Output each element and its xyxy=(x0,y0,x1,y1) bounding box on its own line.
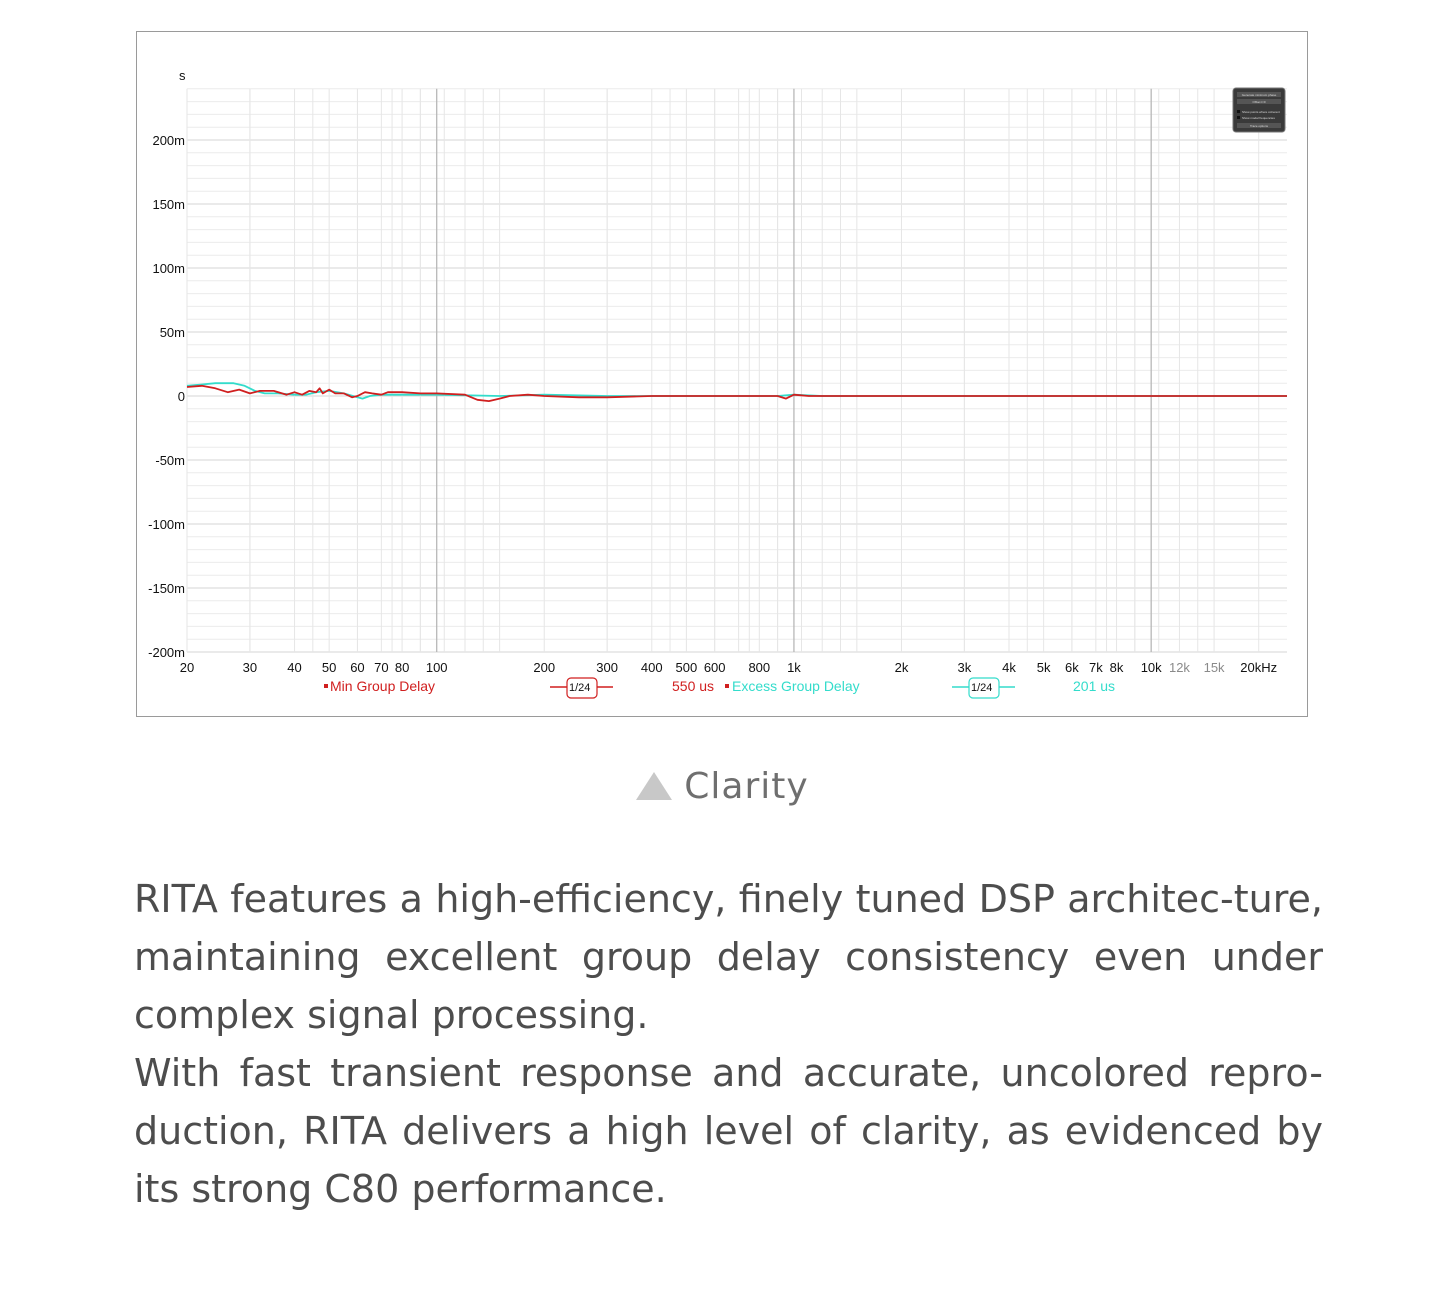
smoothing-label-excess: 1/24 xyxy=(971,682,992,694)
x-tick-label: 7k xyxy=(1089,660,1103,675)
legend-label-min-group-delay[interactable]: Min Group Delay xyxy=(330,678,435,694)
panel-checkbox-coherent[interactable] xyxy=(1237,110,1240,113)
smoothing-label-min: 1/24 xyxy=(569,682,590,694)
description-paragraph-1: RITA features a high-efficiency, finely … xyxy=(134,877,1323,1037)
x-axis-ticks: 20 30 40 50 60 70 80 100 200 300 400 500 600 800 1k 2k 3… xyxy=(180,660,1277,675)
panel-label-0: Generate minimum phase xyxy=(1242,93,1277,97)
legend-value-excess-group-delay: 201 us xyxy=(1073,678,1115,694)
trace-options-panel[interactable]: Generate minimum phase Offset t=0 Show p… xyxy=(1232,87,1286,133)
y-tick-label: 200m xyxy=(152,133,185,148)
legend-swatch-min-group-delay xyxy=(324,684,328,688)
x-tick-label: 12k xyxy=(1169,660,1190,675)
x-tick-label: 500 xyxy=(676,660,698,675)
series-line-min-group-delay xyxy=(186,384,1287,402)
x-tick-label: 15k xyxy=(1204,660,1225,675)
panel-button-generate-minimum-phase[interactable] xyxy=(1237,92,1281,97)
x-tick-label: 30 xyxy=(243,660,257,675)
y-axis-ticks: 200m 150m 100m 50m 0 -50m -100m -150m -200m xyxy=(148,133,185,660)
legend-swatch-excess-group-delay xyxy=(725,684,729,688)
x-tick-label: 20 xyxy=(180,660,194,675)
y-tick-label: -100m xyxy=(148,517,185,532)
y-tick-label: 0 xyxy=(178,389,185,404)
legend-value-min-group-delay: 550 us xyxy=(672,678,714,694)
x-tick-label: 6k xyxy=(1065,660,1079,675)
x-tick-label: 20kHz xyxy=(1240,660,1277,675)
x-tick-label: 80 xyxy=(395,660,409,675)
y-axis-unit-label: s xyxy=(179,68,186,83)
panel-label-2: Show points where coherent xyxy=(1242,110,1280,114)
chart-grid xyxy=(186,88,1287,653)
x-tick-label: 5k xyxy=(1037,660,1051,675)
chart-svg: 200m 150m 100m 50m 0 -50m -100m -150m -200m 20 30… xyxy=(148,68,1287,699)
x-tick-label: 50 xyxy=(322,660,336,675)
x-tick-label: 800 xyxy=(748,660,770,675)
x-tick-label: 60 xyxy=(350,660,364,675)
y-tick-label: 150m xyxy=(152,197,185,212)
x-tick-label: 4k xyxy=(1002,660,1016,675)
chart-series-layer xyxy=(186,382,1287,402)
x-tick-label: 400 xyxy=(641,660,663,675)
y-tick-label: 100m xyxy=(152,261,185,276)
panel-checkbox-modal[interactable] xyxy=(1237,116,1240,119)
panel-button-trace-options[interactable] xyxy=(1237,123,1281,128)
x-tick-label: 1k xyxy=(787,660,801,675)
x-tick-label: 40 xyxy=(287,660,301,675)
smoothing-badge-min[interactable]: 1/24 xyxy=(550,677,613,699)
panel-label-3: Show modal frequencies xyxy=(1242,116,1275,120)
x-tick-label: 2k xyxy=(895,660,909,675)
x-tick-label: 8k xyxy=(1110,660,1124,675)
x-tick-label: 10k xyxy=(1141,660,1162,675)
panel-button-offset[interactable] xyxy=(1237,99,1281,104)
description: RITA features a high-efficiency, finely … xyxy=(134,870,1323,1218)
y-tick-label: -50m xyxy=(155,453,185,468)
x-tick-label: 100 xyxy=(426,660,448,675)
group-delay-chart: 200m 150m 100m 50m 0 -50m -100m -150m -200m 20 30… xyxy=(136,31,1308,717)
caption-text: Clarity xyxy=(684,766,809,807)
y-tick-label: -200m xyxy=(148,645,185,660)
x-tick-label: 200 xyxy=(533,660,555,675)
y-tick-label: -150m xyxy=(148,581,185,596)
x-tick-label: 70 xyxy=(374,660,388,675)
panel-label-1: Offset t=0 xyxy=(1252,100,1265,104)
x-tick-label: 3k xyxy=(958,660,972,675)
smoothing-badge-excess[interactable]: 1/24 xyxy=(952,677,1015,699)
x-tick-label: 300 xyxy=(596,660,618,675)
x-tick-label: 600 xyxy=(704,660,726,675)
chart-caption: Clarity xyxy=(0,766,1445,807)
legend-label-excess-group-delay[interactable]: Excess Group Delay xyxy=(732,678,860,694)
y-tick-label: 50m xyxy=(160,325,185,340)
legend: Min Group Delay 1/24 550 us Excess Group… xyxy=(324,677,1115,699)
description-paragraph-2: With fast transient response and accurat… xyxy=(134,1051,1323,1211)
triangle-icon xyxy=(636,772,673,800)
panel-label-4: Trace options xyxy=(1250,124,1269,128)
